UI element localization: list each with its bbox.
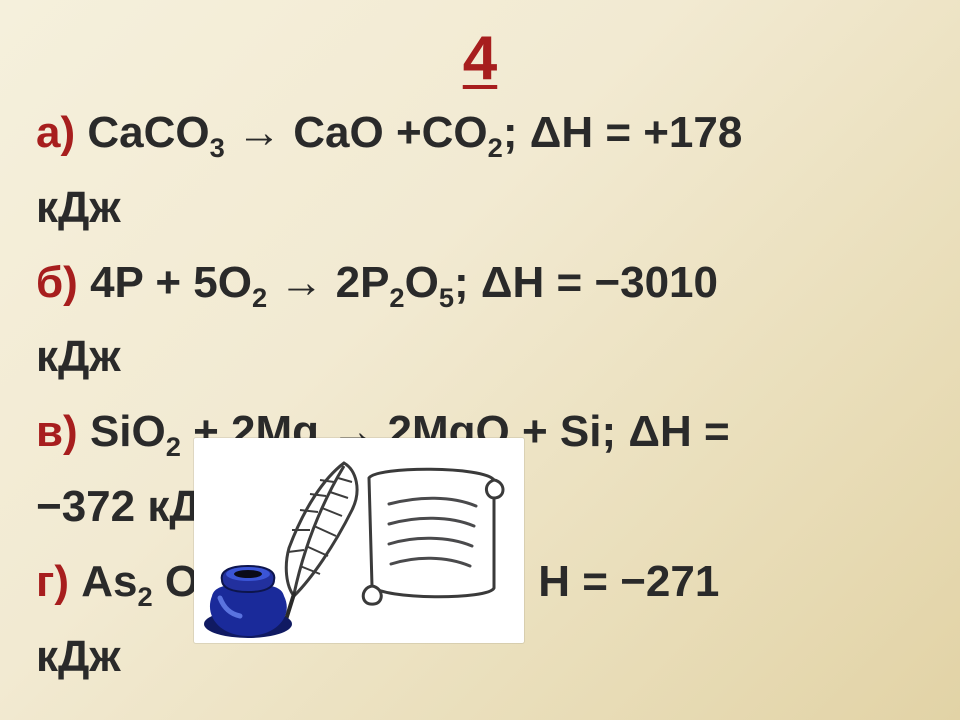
equation-a-unit: кДж (36, 171, 924, 246)
inkpot-icon (204, 566, 292, 638)
quill-illustration (194, 438, 524, 643)
equation-a: а) CaCO3 → CaO +CO2; ΔН = +178 (36, 96, 924, 171)
equation-b-unit: кДж (36, 320, 924, 395)
scroll-icon (363, 469, 503, 604)
slide-number-title: 4 (36, 28, 924, 90)
marker-v: в) (36, 407, 78, 456)
quill-svg (194, 438, 524, 643)
eq-b-body: 4P + 5O2 → 2P2O5; ΔН = −3010 (90, 258, 718, 307)
equation-b: б) 4P + 5O2 → 2P2O5; ΔН = −3010 (36, 246, 924, 321)
eq-a-lhs: CaCO3 → CaO +CO2; ΔН = +178 (87, 108, 742, 157)
feather-icon (284, 463, 357, 626)
marker-g: г) (36, 557, 69, 606)
marker-a: а) (36, 108, 75, 157)
marker-b: б) (36, 258, 78, 307)
